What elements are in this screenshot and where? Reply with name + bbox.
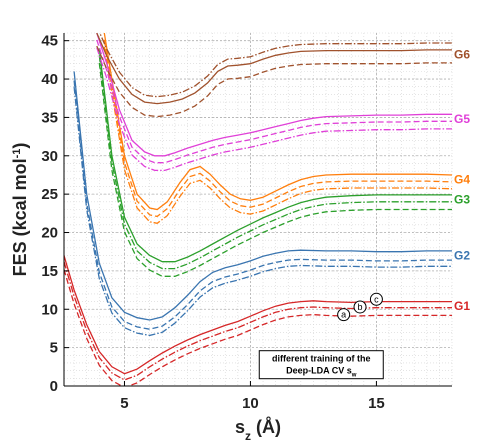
marker-circle-a: [337, 308, 351, 322]
marker-label-b: b: [358, 302, 363, 312]
y-tick-label: 5: [50, 340, 58, 357]
x-axis-title: sz (Å): [235, 417, 281, 443]
y-tick-label: 10: [41, 301, 58, 318]
group-label-g3: G3: [454, 193, 470, 207]
annotation-line-1: different training of the: [272, 354, 371, 364]
group-label-g5: G5: [454, 112, 470, 126]
y-axis-title-tail: ): [10, 143, 30, 149]
group-labels: G1 G2 G3 G4 G5 G6: [454, 47, 470, 313]
series-g6-solid: [96, 33, 452, 105]
group-label-g6: G6: [454, 47, 470, 61]
y-tick-label: 0: [50, 378, 58, 395]
y-tick-label: 25: [41, 186, 58, 203]
series-g3-dashdot: [98, 55, 452, 270]
group-label-g4: G4: [454, 173, 470, 187]
series-g5-dashed: [96, 39, 452, 164]
y-tick-label: 15: [41, 263, 58, 280]
marker-circle-c: [369, 292, 383, 306]
x-axis-title-unit: (Å): [251, 417, 281, 437]
y-axis-title: FES (kcal mol-1): [10, 143, 30, 277]
series-g4-solid: [103, 33, 452, 211]
x-axis-title-main: s: [235, 417, 245, 437]
y-tick-label: 40: [41, 71, 58, 88]
annotation-subscript: w: [351, 373, 357, 379]
annotation-frame: [258, 350, 384, 380]
x-axis-title-sub: z: [245, 429, 251, 443]
series-g4-dashed: [103, 39, 452, 218]
series-g5-dashdot: [96, 47, 452, 172]
y-axis-title-main: FES (kcal mol: [10, 158, 30, 276]
annotation-box: different training of the Deep-LDA CV sw: [258, 350, 384, 380]
series-g4-dashdot: [103, 46, 452, 224]
annotation-line-2-main: Deep-LDA CV s: [286, 366, 352, 376]
series-g1-solid: [64, 255, 452, 375]
y-tick-label: 30: [41, 148, 58, 165]
marker-label-c: c: [374, 294, 379, 304]
series-g6-dashdot: [99, 33, 452, 98]
series-g1-dashdot: [64, 261, 452, 381]
annotation-line-2: Deep-LDA CV sw: [286, 366, 357, 379]
group-label-g2: G2: [454, 249, 470, 263]
y-axis-title-sup: -1: [11, 149, 23, 159]
axes: 5 10 15 0 5 10 15 20 25 30 35 40 45: [41, 33, 452, 412]
marker-label-a: a: [341, 310, 346, 320]
training-markers: a b c: [337, 292, 383, 322]
series-g2-dashed: [73, 80, 452, 330]
series-g2-solid: [73, 71, 452, 321]
x-tick-label: 15: [368, 395, 385, 412]
group-label-g1: G1: [454, 299, 470, 313]
series-g1-dashed: [64, 269, 452, 386]
marker-circle-b: [353, 300, 367, 314]
series-g5-solid: [96, 33, 452, 157]
y-tick-label: 20: [41, 225, 58, 242]
y-tick-label: 45: [41, 33, 58, 50]
x-tick-label: 10: [242, 395, 259, 412]
series-g6-dashed: [96, 45, 452, 118]
y-tick-label: 35: [41, 109, 58, 126]
series-g3-solid: [98, 48, 452, 263]
series-lines: [64, 33, 452, 386]
x-tick-label: 5: [120, 395, 128, 412]
